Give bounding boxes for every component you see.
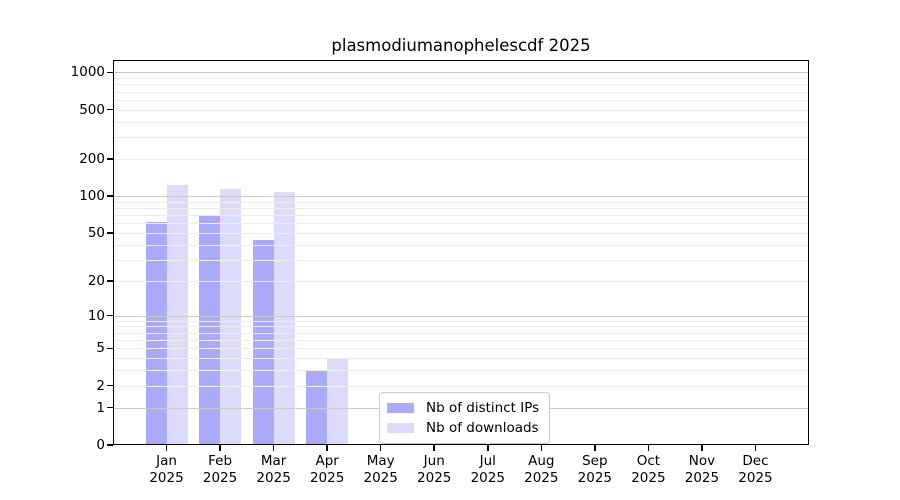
- legend-swatch-downloads: [387, 423, 414, 433]
- major-gridline: [113, 196, 809, 198]
- y-axis-tick: [107, 347, 113, 350]
- minor-gridline: [113, 358, 809, 360]
- minor-gridline: [113, 326, 809, 328]
- legend-item-downloads: Nb of downloads: [387, 418, 539, 438]
- y-axis-tick: [107, 108, 113, 111]
- x-axis-tick: [487, 445, 489, 451]
- x-axis-tick-label: Nov 2025: [684, 453, 720, 486]
- x-axis-tick: [379, 445, 382, 451]
- bar-distinct-ips: [199, 215, 221, 445]
- x-axis-tick: [647, 445, 650, 451]
- y-axis-tick-label: 1: [96, 399, 105, 416]
- y-axis-tick: [107, 314, 113, 317]
- y-axis-tick-label: 500: [79, 101, 105, 118]
- major-gridline: [113, 315, 809, 317]
- major-gridline: [113, 72, 809, 74]
- y-axis-tick-label: 20: [87, 272, 105, 289]
- minor-gridline: [113, 340, 809, 342]
- bar-downloads: [220, 188, 242, 445]
- minor-gridline: [113, 207, 809, 209]
- minor-gridline: [113, 223, 809, 225]
- y-axis-tick: [107, 384, 113, 387]
- x-axis-tick-label: Jul 2025: [470, 453, 505, 486]
- x-axis-tick: [272, 445, 275, 451]
- y-axis-tick: [107, 406, 113, 409]
- y-axis-tick-label: 0: [96, 437, 105, 453]
- legend-item-distinct-ips: Nb of distinct IPs: [387, 398, 539, 418]
- minor-gridline: [113, 109, 809, 111]
- x-axis-tick: [594, 445, 596, 451]
- y-axis-tick-label: 200: [79, 150, 105, 167]
- y-axis-tick: [107, 232, 113, 234]
- bar-distinct-ips: [252, 239, 274, 445]
- bar-downloads: [166, 185, 188, 445]
- x-axis-tick: [540, 445, 543, 451]
- y-axis-tick: [107, 444, 113, 446]
- x-axis-tick: [754, 445, 757, 451]
- x-axis-tick-label: Feb 2025: [202, 453, 238, 486]
- legend-label-downloads: Nb of downloads: [426, 420, 539, 436]
- minor-gridline: [113, 99, 809, 101]
- x-axis-tick-label: Jun 2025: [417, 453, 452, 486]
- plot-area: 0 1 2 5 10 20 50 100 200 500 1000 Jan 2025 Feb 2025 M…: [71, 60, 809, 486]
- minor-gridline: [113, 332, 809, 334]
- minor-gridline: [113, 78, 809, 80]
- minor-gridline: [113, 158, 809, 160]
- minor-gridline: [113, 320, 809, 322]
- y-axis-tick: [107, 195, 113, 197]
- x-axis-tick-label: Aug 2025: [524, 453, 559, 486]
- x-axis-tick: [433, 445, 435, 451]
- minor-gridline: [113, 244, 809, 246]
- minor-gridline: [113, 201, 809, 203]
- minor-gridline: [113, 348, 809, 350]
- y-axis-tick-label: 100: [79, 188, 105, 205]
- x-axis-tick-label: Apr 2025: [309, 453, 345, 486]
- y-axis-tick: [107, 280, 113, 282]
- legend-label-distinct-ips: Nb of distinct IPs: [426, 400, 540, 416]
- x-axis-tick: [165, 445, 168, 451]
- bar-distinct-ips: [306, 370, 328, 445]
- minor-gridline: [113, 91, 809, 93]
- x-axis-tick-label: Oct 2025: [631, 453, 666, 486]
- y-axis-tick: [107, 71, 113, 74]
- x-axis-tick: [701, 445, 703, 451]
- x-axis-tick: [219, 445, 221, 451]
- y-axis-tick-label: 5: [96, 340, 105, 357]
- x-axis-tick-label: Sep 2025: [577, 453, 613, 486]
- minor-gridline: [113, 121, 809, 123]
- x-axis-tick: [326, 445, 328, 451]
- minor-gridline: [113, 84, 809, 86]
- x-axis-tick-label: Dec 2025: [738, 453, 773, 486]
- y-axis-tick: [107, 158, 113, 160]
- y-axis-tick-label: 10: [87, 307, 105, 324]
- legend: Nb of distinct IPs Nb of downloads: [379, 392, 551, 444]
- minor-gridline: [113, 385, 809, 387]
- x-axis-tick-label: Jan 2025: [149, 453, 184, 486]
- minor-gridline: [113, 370, 809, 372]
- minor-gridline: [113, 215, 809, 217]
- y-axis-tick-label: 50: [87, 224, 105, 241]
- minor-gridline: [113, 280, 809, 282]
- bar-downloads: [273, 191, 295, 445]
- legend-swatch-distinct-ips: [387, 403, 414, 413]
- chart-title: plasmodiumanophelescdf 2025: [331, 36, 591, 55]
- x-axis-tick-label: May 2025: [363, 453, 398, 486]
- x-axis-tick-label: Mar 2025: [256, 453, 291, 486]
- bar-downloads: [327, 358, 349, 445]
- minor-gridline: [113, 232, 809, 234]
- minor-gridline: [113, 137, 809, 139]
- minor-gridline: [113, 259, 809, 261]
- y-axis-tick-label: 2: [96, 377, 105, 394]
- y-axis-tick-label: 1000: [70, 64, 105, 81]
